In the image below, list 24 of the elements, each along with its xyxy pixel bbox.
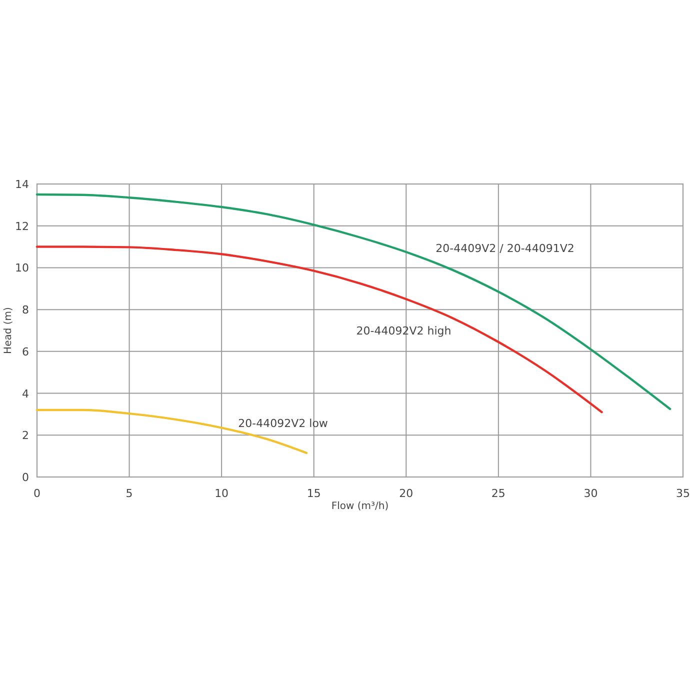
x-tick-label: 5 (126, 487, 133, 500)
y-tick-label: 12 (15, 220, 29, 233)
x-tick-label: 20 (399, 487, 414, 500)
series-label: 20-44092V2 high (356, 324, 452, 338)
x-tick-label: 0 (34, 487, 40, 500)
y-tick-label: 4 (22, 387, 29, 400)
y-tick-label: 8 (22, 304, 29, 317)
x-axis-title: Flow (m³/h) (331, 501, 389, 512)
line-series (36, 408, 308, 454)
y-tick-label: 6 (22, 345, 29, 358)
line-series (36, 246, 603, 414)
x-tick-label: 30 (584, 487, 598, 500)
y-tick-label: 0 (22, 471, 29, 484)
x-tick-label: 25 (491, 487, 506, 500)
x-tick-label: 15 (306, 487, 321, 500)
y-tick-label: 14 (15, 178, 29, 191)
x-tick-label: 10 (214, 487, 229, 500)
y-tick-label: 2 (22, 429, 29, 442)
series-label: 20-44092V2 low (238, 416, 328, 430)
line-series (36, 193, 672, 410)
x-tick-label: 35 (676, 487, 690, 500)
y-tick-label: 10 (15, 262, 29, 275)
series-label: 20-4409V2 / 20-44091V2 (436, 242, 574, 256)
y-axis-title: Head (m) (3, 306, 14, 354)
